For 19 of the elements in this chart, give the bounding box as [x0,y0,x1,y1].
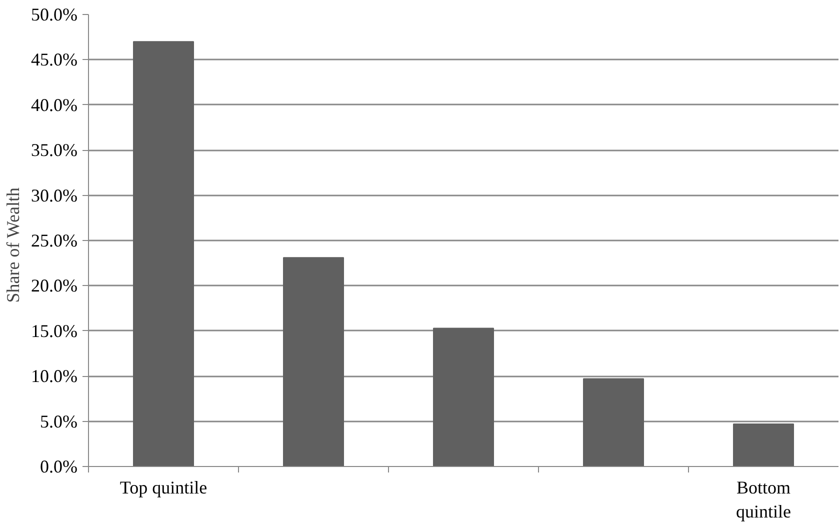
bar [133,41,194,466]
y-tick-label: 15.0% [31,320,78,341]
x-tick-label: Bottom quintile [736,478,792,522]
bar [733,424,794,466]
y-tick-label: 40.0% [31,94,78,115]
y-tick-label: 5.0% [40,411,78,432]
bar [283,257,344,466]
y-tick-label: 20.0% [31,276,78,296]
y-tick-label: 0.0% [40,456,78,476]
y-tick-label: 10.0% [31,366,78,386]
y-axis-title: Share of Wealth [3,188,24,303]
y-tick-label: 30.0% [31,185,78,206]
y-tick-label: 35.0% [31,140,78,160]
y-tick-label: 25.0% [31,230,78,250]
bar [583,378,644,466]
x-tick-label: Top quintile [120,478,208,498]
y-tick-label: 45.0% [31,50,78,70]
bar [433,328,494,466]
y-tick-label: 50.0% [31,4,78,24]
